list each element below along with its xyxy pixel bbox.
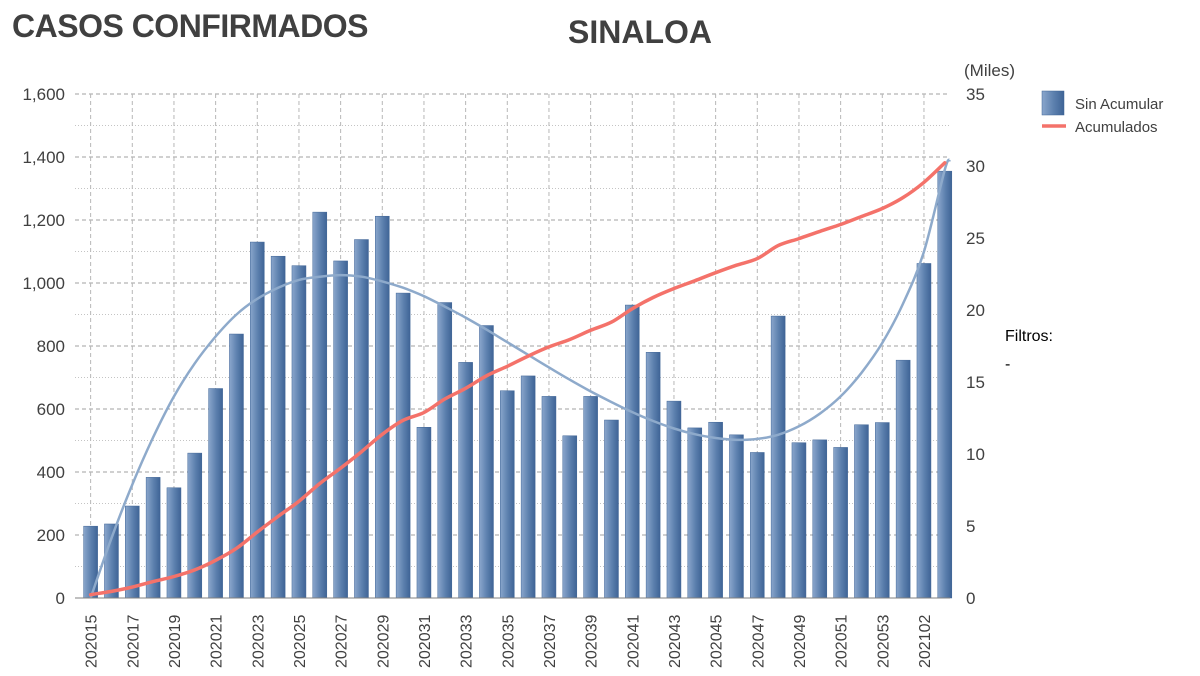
x-tick-label: 202047	[750, 615, 767, 668]
x-tick-label: 202019	[167, 615, 184, 668]
y-tick-label: 200	[37, 526, 65, 545]
x-tick-label: 202049	[792, 615, 809, 668]
x-tick-label: 202039	[584, 615, 601, 668]
y2-unit-label: (Miles)	[964, 61, 1015, 80]
bar-202029	[375, 215, 390, 599]
x-tick-label: 202017	[125, 615, 142, 668]
bar-202024	[270, 255, 286, 599]
bar-202051	[833, 447, 848, 599]
y2-tick-label: 35	[966, 85, 985, 104]
bar-202046	[729, 434, 744, 599]
filters-value: -	[1005, 356, 1011, 373]
legend-label-bar: Sin Acumular	[1075, 96, 1163, 113]
bar-202031	[416, 427, 432, 599]
x-tick-label: 202015	[84, 615, 101, 668]
bar-202036	[520, 375, 536, 599]
bar-202030	[395, 292, 411, 599]
y-tick-label: 600	[37, 400, 65, 419]
bar-202035	[500, 390, 515, 599]
bar-202102	[916, 263, 932, 599]
cumulative-series	[88, 161, 947, 597]
bar-202045	[708, 421, 723, 599]
legend-label-line: Acumulados	[1075, 119, 1158, 136]
bar-202052	[854, 424, 869, 599]
bar-202034	[479, 325, 494, 599]
bar-202019	[166, 487, 182, 599]
bar-202021	[208, 388, 223, 599]
y2-tick-label: 0	[966, 589, 975, 608]
x-tick-label: 202023	[250, 615, 267, 668]
x-tick-label: 202043	[667, 615, 684, 668]
bar-202048	[770, 315, 786, 599]
y-tick-label: 1,400	[22, 148, 65, 167]
x-tick-label: 202041	[625, 615, 642, 668]
bar-202027	[333, 260, 348, 599]
bar-202103	[937, 170, 953, 599]
chart-title: SINALOA	[568, 14, 712, 50]
x-tick-label: 202051	[834, 615, 851, 668]
cumulative-line	[88, 161, 947, 597]
y-tick-label: 1,600	[22, 85, 65, 104]
bar-202049	[791, 442, 807, 599]
x-tick-label: 202027	[334, 615, 351, 668]
bar-202020	[187, 452, 203, 599]
bar-202040	[604, 419, 619, 599]
x-tick-label: 202021	[209, 615, 226, 668]
bar-202047	[750, 452, 765, 599]
x-tick-label: 202025	[292, 615, 309, 668]
x-tick-label: 202035	[500, 615, 517, 668]
page-heading: CASOS CONFIRMADOS	[12, 8, 368, 44]
x-tick-label: 202102	[917, 615, 934, 668]
y2-tick-label: 5	[966, 517, 975, 536]
y2-tick-label: 10	[966, 445, 985, 464]
bar-202038	[562, 435, 578, 599]
y2-tick-label: 20	[966, 301, 985, 320]
legend-swatch-bar	[1041, 90, 1065, 116]
bar-202050	[812, 439, 828, 599]
y2-tick-label: 30	[966, 157, 985, 176]
bar-202026	[312, 211, 328, 599]
bars-series	[83, 170, 953, 599]
bar-202032	[437, 302, 453, 599]
x-tick-label: 202033	[459, 615, 476, 668]
bar-202037	[541, 396, 557, 599]
bar-202044	[687, 427, 703, 599]
x-tick-label: 202053	[875, 615, 892, 668]
y-tick-label: 1,000	[22, 274, 65, 293]
bar-202022	[229, 333, 244, 599]
axes: 0 200 400 600 800 1,000 1,200 1,400 1,600 0 5 10 15 2…	[22, 61, 1015, 668]
x-tick-label: 202029	[375, 615, 392, 668]
x-tick-label: 202037	[542, 615, 559, 668]
x-tick-label: 202045	[709, 615, 726, 668]
bar-202025	[291, 265, 307, 599]
bar-202041	[625, 304, 640, 599]
x-tick-label: 202031	[417, 615, 434, 668]
filters-label: Filtros:	[1005, 328, 1053, 345]
legend: Sin Acumular Acumulados	[1041, 90, 1163, 136]
bar-202053	[875, 422, 890, 599]
y-tick-label: 1,200	[22, 211, 65, 230]
y2-tick-label: 15	[966, 373, 985, 392]
y-tick-label: 400	[37, 463, 65, 482]
y2-tick-label: 25	[966, 229, 985, 248]
bar-202039	[583, 396, 598, 599]
y-tick-label: 0	[56, 589, 65, 608]
bar-202101	[895, 359, 911, 599]
bar-202033	[458, 362, 473, 599]
bar-202028	[354, 239, 369, 599]
bar-202042	[645, 352, 661, 599]
y-tick-label: 800	[37, 337, 65, 356]
